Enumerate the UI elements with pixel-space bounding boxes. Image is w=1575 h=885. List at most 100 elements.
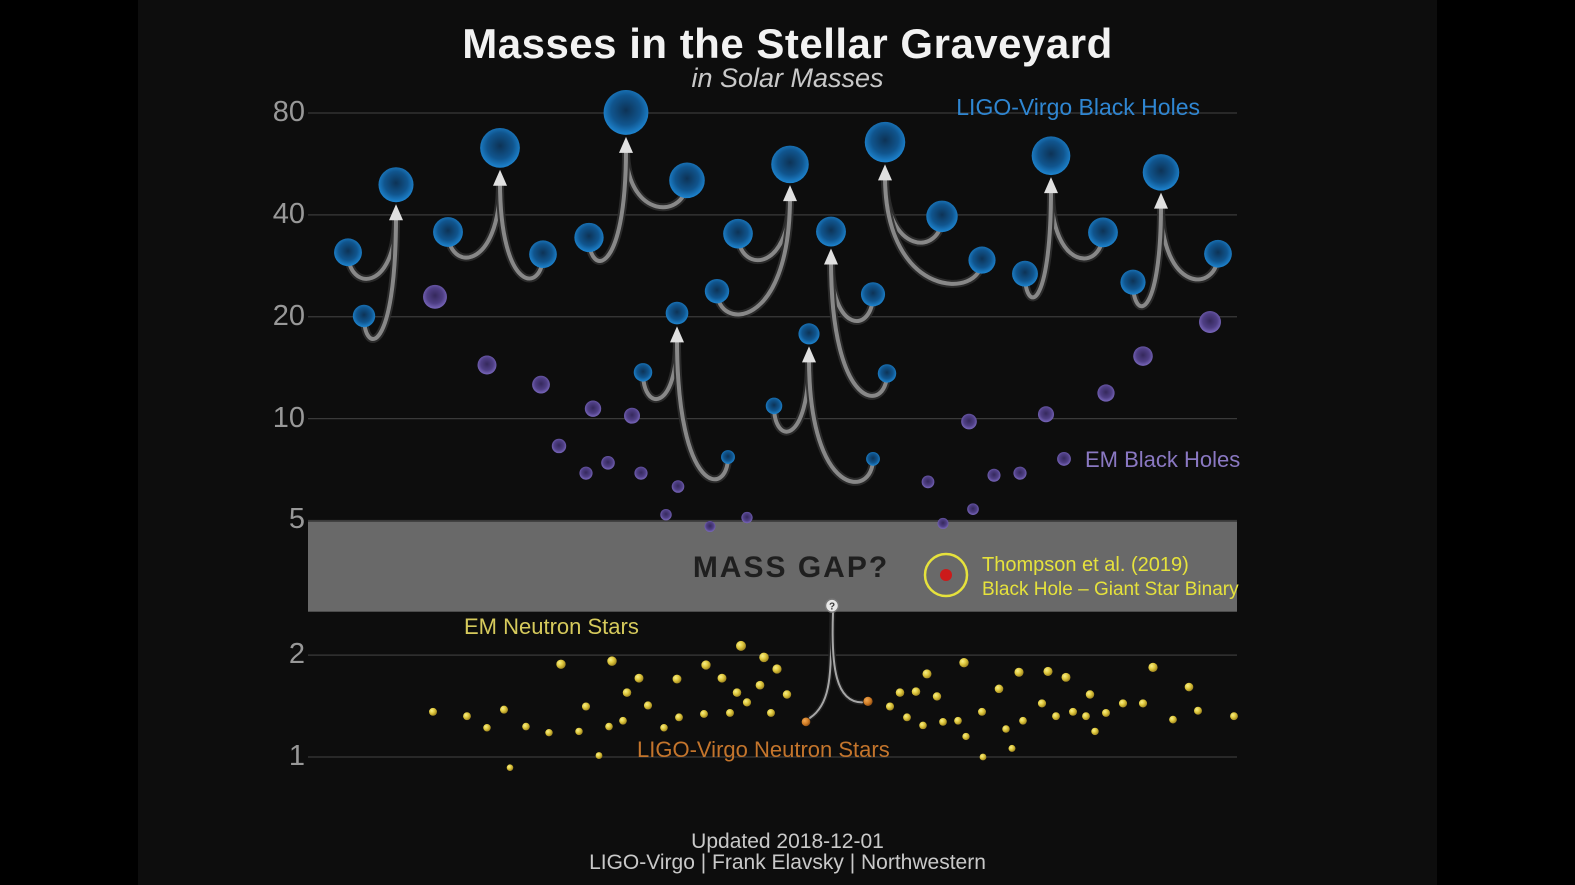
em-neutron-star-dot (575, 727, 583, 736)
em-neutron-star-dot (700, 710, 708, 718)
em-neutron-star-dot (672, 674, 682, 684)
bbh-progenitor-dot (866, 452, 880, 466)
em-neutron-star-dot (463, 712, 471, 721)
bbh-progenitor-dot (1204, 239, 1232, 268)
bbh-progenitor-dot (1088, 217, 1118, 248)
bbh-progenitor-dot (1120, 269, 1146, 295)
merger-curve (807, 356, 875, 484)
em-neutron-star-dot (607, 656, 617, 666)
em-black-hole-dot (423, 284, 447, 309)
em-neutron-star-dot (1019, 716, 1027, 725)
em-neutron-star-dot (736, 640, 746, 651)
bbh-progenitor-dot (574, 222, 604, 253)
em-neutron-star-dot (959, 657, 969, 668)
bbh-remnant-dot (1142, 154, 1180, 191)
em-black-hole-dot (579, 466, 593, 480)
em-neutron-star-dot (1085, 690, 1095, 699)
em-black-hole-dot (634, 466, 648, 480)
mass-gap-question-marker (824, 598, 840, 613)
y-axis-tick-label: 80 (272, 95, 305, 128)
em-black-hole-dot (704, 520, 716, 532)
em-neutron-star-dot (1148, 662, 1158, 672)
em-neutron-star-dot (701, 660, 711, 670)
em-neutron-star-dot (1102, 708, 1110, 717)
em-neutron-star-dot (1169, 715, 1177, 724)
em-black-hole-dot (584, 400, 602, 417)
bbh-progenitor-dot (669, 162, 705, 199)
em-neutron-star-dot (1008, 744, 1016, 752)
merger-arrow (670, 326, 684, 343)
merger-curve (883, 174, 984, 286)
chart-subtitle: in Solar Masses (691, 63, 884, 93)
em-neutron-star-dot (1014, 667, 1024, 677)
em-neutron-star-dot (622, 688, 632, 697)
ligo-neutron-star-dot (863, 696, 873, 706)
em-black-hole-dot (967, 503, 979, 515)
bbh-progenitor-dot (860, 282, 886, 307)
merger-arrow (824, 248, 838, 265)
em-neutron-star-dot (660, 724, 668, 732)
em-neutron-star-dot (772, 664, 782, 674)
merger-arrow (493, 169, 507, 186)
bbh-progenitor-dot (926, 200, 958, 233)
bbh-progenitor-dot (633, 363, 653, 382)
em-black-hole-dot (624, 407, 640, 424)
em-neutron-star-dot (1082, 712, 1090, 721)
em-neutron-star-dot (429, 707, 437, 716)
em-neutron-star-dot (634, 673, 644, 683)
em-neutron-star-dot (939, 718, 947, 726)
bbh-progenitor-dot (352, 304, 376, 328)
merger-arrow (619, 136, 633, 153)
em-black-hole-dot (671, 480, 685, 493)
merger-curve (675, 336, 730, 482)
bbh-remnant-dot (665, 301, 689, 325)
bbh-progenitor-dot (723, 218, 753, 249)
em-black-hole-dot (921, 475, 935, 489)
annotation-ring-icon (923, 552, 969, 598)
merger-curve (362, 214, 398, 341)
em-neutron-star-dot (782, 690, 792, 699)
bbh-progenitor-dot (721, 450, 735, 464)
merger-arrow (1044, 177, 1058, 194)
em-neutron-star-dot (1194, 706, 1202, 715)
em-black-hole-dot (1133, 346, 1153, 366)
em-neutron-star-dot (962, 732, 970, 741)
y-axis-tick-label: 10 (272, 401, 305, 434)
em-neutron-star-dot (556, 659, 566, 669)
em-neutron-star-dot (1052, 712, 1060, 721)
y-axis-tick-label: 40 (272, 197, 305, 230)
em-neutron-star-dot (545, 728, 553, 737)
bbh-remnant-dot (864, 121, 906, 163)
em-neutron-star-dot (1002, 725, 1010, 733)
em-black-hole-dot (1057, 452, 1071, 466)
bbh-remnant-dot (603, 90, 649, 135)
annotation-reference: Thompson et al. (2019) (982, 554, 1189, 576)
merger-curve (829, 258, 889, 398)
em-neutron-star-dot (522, 722, 530, 731)
y-axis-tick-label: 2 (288, 638, 305, 671)
em-neutron-star-dot (994, 684, 1004, 694)
mass-gap-label: MASS GAP? (692, 551, 890, 584)
em-neutron-star-dot (1037, 699, 1047, 708)
bbh-remnant-dot (480, 128, 520, 168)
bbh-remnant-dot (378, 167, 414, 203)
bbh-remnant-dot (1031, 136, 1071, 176)
em-neutron-star-dot (903, 713, 911, 722)
em-neutron-star-dot (1061, 672, 1071, 682)
em-neutron-star-dot (483, 724, 491, 732)
bbh-progenitor-dot (529, 240, 557, 269)
annotation-description: Black Hole – Giant Star Binary (982, 579, 1239, 600)
em-black-hole-dot (477, 355, 497, 375)
legend-em-black-holes: EM Black Holes (1085, 447, 1241, 472)
em-black-hole-dot (961, 413, 977, 430)
em-neutron-star-dot (619, 716, 627, 725)
em-neutron-star-dot (605, 722, 613, 731)
em-neutron-star-dot (919, 721, 927, 730)
em-neutron-star-dot (717, 673, 727, 683)
bbh-progenitor-dot (968, 246, 996, 274)
bbh-remnant-dot (798, 323, 820, 345)
credit-attribution: LIGO-Virgo | Frank Elavsky | Northwester… (589, 851, 986, 874)
y-axis-tick-label: 20 (272, 299, 305, 332)
merger-arrow (878, 164, 892, 181)
